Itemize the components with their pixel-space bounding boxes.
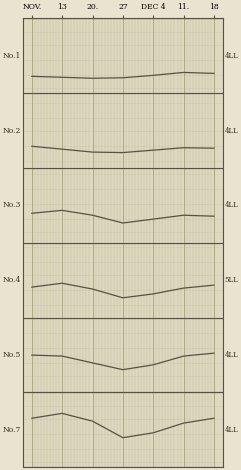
Text: No.4: No.4 bbox=[3, 276, 21, 284]
Text: No.7: No.7 bbox=[3, 426, 21, 434]
Text: No.5: No.5 bbox=[3, 351, 21, 359]
Text: No.3: No.3 bbox=[3, 202, 21, 210]
Text: 4LL: 4LL bbox=[225, 351, 238, 359]
Text: 4LL: 4LL bbox=[225, 202, 238, 210]
Text: 5LL: 5LL bbox=[225, 276, 238, 284]
Text: No.1: No.1 bbox=[3, 52, 21, 60]
Text: 4LL: 4LL bbox=[225, 426, 238, 434]
Text: No.2: No.2 bbox=[3, 126, 21, 134]
Text: 4LL: 4LL bbox=[225, 52, 238, 60]
Text: 4LL: 4LL bbox=[225, 126, 238, 134]
